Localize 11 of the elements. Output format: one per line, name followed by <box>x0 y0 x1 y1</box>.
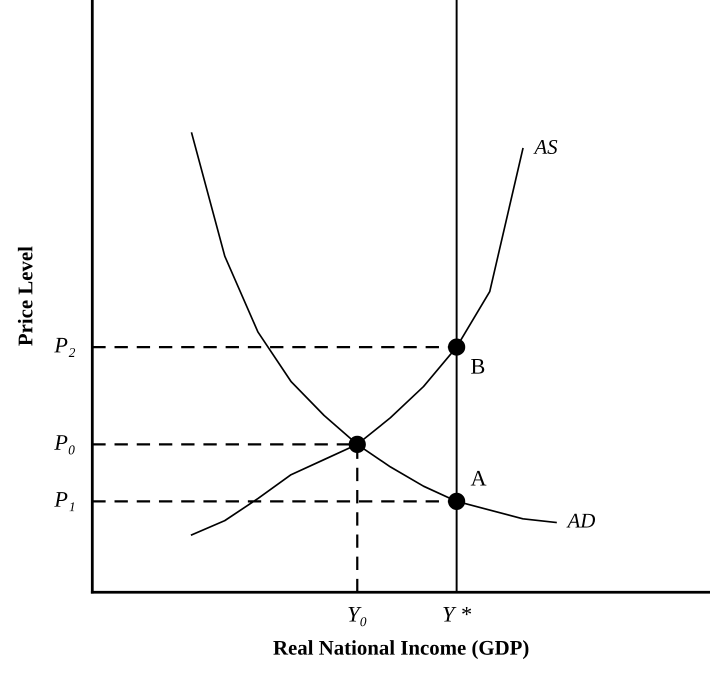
annotation: B <box>471 359 484 374</box>
series-label: P₂ <box>54 338 76 357</box>
series-label: P₀ <box>54 435 75 454</box>
annotation: A <box>470 470 486 486</box>
series-label: P₁ <box>54 492 74 512</box>
x-axis-title: Real National Income (GDP) <box>273 640 528 660</box>
series-label: AD <box>566 514 596 528</box>
series-label: AS <box>533 140 558 154</box>
x-tick-label: Y * <box>443 606 472 622</box>
y-axis-title: Price Level <box>18 246 33 346</box>
x-tick-label: Y₀ <box>348 606 366 626</box>
